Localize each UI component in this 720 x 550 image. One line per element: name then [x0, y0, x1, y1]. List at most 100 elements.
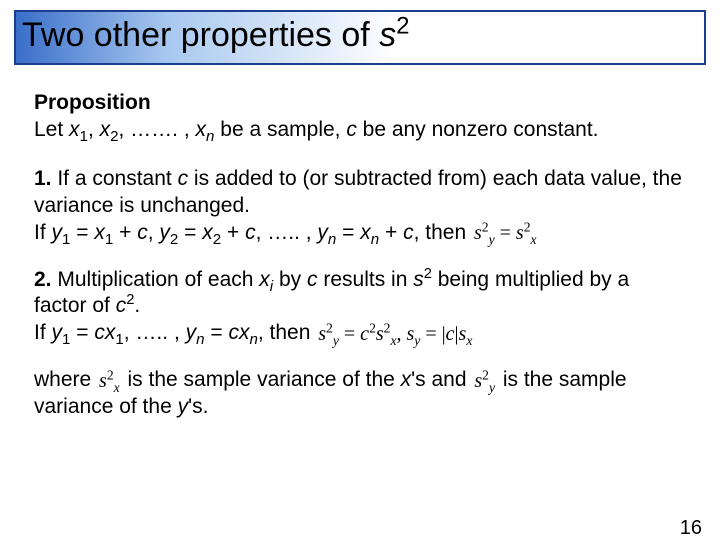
- text: ,: [88, 118, 100, 141]
- eq: = |: [420, 323, 445, 345]
- s: s: [318, 323, 326, 345]
- sub: 2: [110, 128, 118, 145]
- text: , ….. ,: [256, 221, 318, 244]
- text: by: [273, 268, 307, 291]
- text: where: [34, 368, 97, 391]
- proposition-text: Let x1, x2, ……. , xn be a sample, c be a…: [34, 117, 686, 144]
- page-number: 16: [680, 517, 702, 540]
- text: +: [113, 221, 137, 244]
- slide-content: Proposition Let x1, x2, ……. , xn be a sa…: [0, 65, 720, 421]
- var-c: c: [116, 294, 127, 317]
- var-c: c: [403, 221, 414, 244]
- sup: 2: [424, 266, 432, 282]
- var-y: y: [186, 321, 197, 344]
- proposition-heading: Proposition: [34, 91, 686, 115]
- var-c: c: [346, 118, 357, 141]
- var-cx: cx: [228, 321, 249, 344]
- eq: =: [339, 323, 360, 345]
- text: , then: [414, 221, 472, 244]
- sup: 2: [482, 219, 489, 234]
- sup: 2: [369, 320, 376, 335]
- sub: n: [249, 331, 257, 348]
- title-bar: Two other properties of s2: [14, 10, 706, 65]
- sub: y: [489, 380, 495, 395]
- title-exp: 2: [396, 13, 409, 40]
- item-2-line2: If y1 = cx1, ….. , yn = cxn, then s2y = …: [34, 320, 686, 347]
- var-y: y: [178, 395, 189, 418]
- text: =: [70, 221, 94, 244]
- c: c: [360, 323, 369, 345]
- c: c: [446, 323, 455, 345]
- var-x: x: [401, 368, 412, 391]
- var-c: c: [137, 221, 148, 244]
- sub: 2: [213, 231, 221, 248]
- text: If a constant: [52, 167, 178, 190]
- var-s: s: [413, 268, 424, 291]
- formula-sy2-eq-sx2: s2y = s2x: [472, 223, 539, 243]
- var-x: x: [100, 118, 111, 141]
- sup: 2: [107, 367, 114, 382]
- s: s: [516, 222, 524, 244]
- formula-sy2-eq-c2sx2: s2y = c2s2x, sy = |c|sx: [316, 324, 474, 344]
- sub: 1: [80, 128, 88, 145]
- text: +: [379, 221, 403, 244]
- sup: 2: [524, 219, 531, 234]
- sub: x: [531, 232, 537, 247]
- text: 's and: [411, 368, 472, 391]
- where-block: where s2x is the sample variance of the …: [34, 367, 686, 421]
- text: Multiplication of each: [52, 268, 260, 291]
- s: s: [376, 323, 384, 345]
- sub: 1: [115, 331, 123, 348]
- var-x: x: [360, 221, 371, 244]
- text: .: [134, 294, 140, 317]
- eq: =: [495, 222, 516, 244]
- text: ,: [148, 221, 160, 244]
- var-x: x: [202, 221, 213, 244]
- sub: n: [371, 231, 379, 248]
- text: , then: [258, 321, 316, 344]
- formula-inline-sx2: s2x: [97, 371, 122, 391]
- item-number: 1.: [34, 167, 52, 190]
- sup: 2: [482, 367, 489, 382]
- sub: x: [466, 333, 472, 348]
- title-var: s: [379, 16, 396, 54]
- text: =: [178, 221, 202, 244]
- var-x: x: [259, 268, 270, 291]
- text: be a sample,: [214, 118, 346, 141]
- item-2-line1: 2. Multiplication of each xi by c result…: [34, 267, 686, 321]
- title-pre: Two other properties of: [22, 16, 379, 54]
- var-x: x: [196, 118, 207, 141]
- var-y: y: [317, 221, 328, 244]
- var-x: x: [69, 118, 80, 141]
- formula-inline-sy2: s2y: [472, 371, 497, 391]
- s: s: [99, 370, 107, 392]
- var-y: y: [52, 321, 63, 344]
- sub: x: [114, 380, 120, 395]
- s: s: [474, 222, 482, 244]
- var-y: y: [159, 221, 170, 244]
- text: =: [205, 321, 229, 344]
- text: be any nonzero constant.: [357, 118, 599, 141]
- text: Let: [34, 118, 69, 141]
- text: If: [34, 321, 52, 344]
- text: , ….. ,: [124, 321, 186, 344]
- item-1-line1: 1. If a constant c is added to (or subtr…: [34, 166, 686, 220]
- item-number: 2.: [34, 268, 52, 291]
- text: results in: [318, 268, 414, 291]
- var-c: c: [178, 167, 189, 190]
- var-y: y: [52, 221, 63, 244]
- text: =: [336, 221, 360, 244]
- sub: 1: [105, 231, 113, 248]
- text: , ……. ,: [119, 118, 196, 141]
- text: 's.: [188, 395, 208, 418]
- comma: ,: [397, 323, 407, 345]
- sub: n: [196, 331, 204, 348]
- sup: 2: [326, 320, 333, 335]
- slide-title: Two other properties of s2: [22, 16, 409, 54]
- var-c: c: [307, 268, 318, 291]
- text: If: [34, 221, 52, 244]
- text: =: [70, 321, 94, 344]
- var-x: x: [94, 221, 105, 244]
- text: +: [221, 221, 245, 244]
- item-2-block: 2. Multiplication of each xi by c result…: [34, 267, 686, 348]
